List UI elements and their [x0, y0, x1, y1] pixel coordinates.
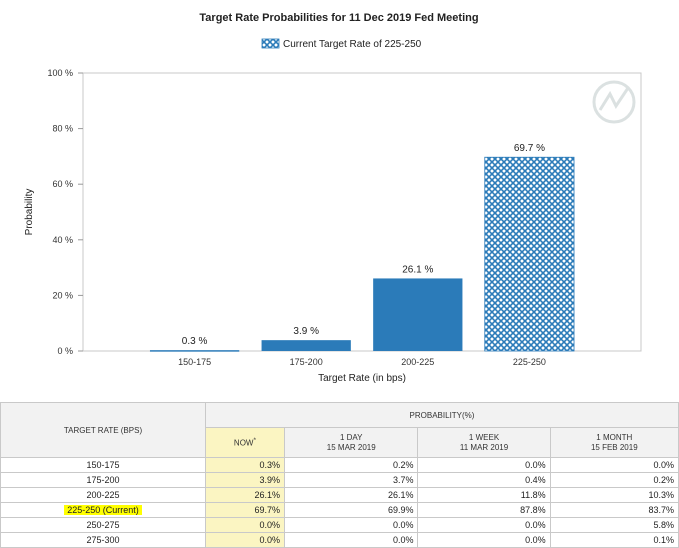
prob-cell-month: 0.0%: [549, 457, 679, 473]
y-tick-label: 60 %: [52, 179, 73, 189]
bar-200-225: [373, 278, 463, 351]
bar-150-175: [149, 350, 240, 352]
bar-chart: Target Rate Probabilities for 11 Dec 201…: [24, 12, 642, 384]
legend-swatch: [261, 38, 280, 49]
prob-cell-now: 69.7%: [205, 502, 285, 518]
probability-header: PROBABILITY(%): [205, 402, 679, 428]
prob-cell-day: 3.7%: [283, 472, 419, 488]
y-tick-label: 100 %: [47, 68, 73, 78]
table-body: 150-175 0.3% 0.2% 0.0% 0.0% 175-200 3.9% 3.7% 0.…: [0, 457, 679, 548]
col-month-header: 1 MONTH 15 FEB 2019: [549, 427, 679, 458]
x-tick-label: 200-225: [401, 357, 434, 367]
rate-label: 175-200: [86, 475, 120, 485]
prob-cell-month: 10.3%: [549, 487, 679, 503]
rate-cell: 225-250 (Current): [0, 502, 206, 518]
prob-cell-now: 0.0%: [205, 517, 285, 533]
prob-cell-now: 3.9%: [205, 472, 285, 488]
bar-225-250: [484, 156, 575, 352]
col-day-header: 1 DAY 15 MAR 2019: [283, 427, 419, 458]
y-axis-label: Probability: [24, 189, 35, 236]
bar-value-label: 0.3 %: [182, 336, 208, 347]
x-tick-label: 225-250: [513, 357, 546, 367]
bar-value-label: 69.7 %: [514, 143, 545, 154]
prob-cell-week: 11.8%: [417, 487, 551, 503]
prob-cell-month: 0.2%: [549, 472, 679, 488]
prob-cell-month: 5.8%: [549, 517, 679, 533]
rate-cell: 150-175: [0, 457, 206, 473]
y-tick-label: 0 %: [57, 346, 73, 356]
rate-label: 200-225: [86, 490, 120, 500]
rate-cell: 275-300: [0, 532, 206, 548]
x-tick-label: 150-175: [178, 357, 211, 367]
y-tick-label: 40 %: [52, 235, 73, 245]
table-row: 150-175 0.3% 0.2% 0.0% 0.0%: [0, 457, 679, 473]
col-week-header: 1 WEEK 11 MAR 2019: [417, 427, 551, 458]
col-week-label: 1 WEEK: [468, 432, 500, 442]
prob-cell-week: 0.0%: [417, 517, 551, 533]
col-day-label: 1 DAY: [339, 432, 363, 442]
table-row: 225-250 (Current) 69.7% 69.9% 87.8% 83.7%: [0, 502, 679, 518]
bar-value-label: 26.1 %: [402, 264, 433, 275]
prob-cell-day: 0.0%: [283, 532, 419, 548]
prob-cell-week: 87.8%: [417, 502, 551, 518]
prob-cell-week: 0.0%: [417, 457, 551, 473]
plot-area: [82, 72, 642, 352]
prob-cell-day: 69.9%: [283, 502, 419, 518]
y-axis: 0 % 20 % 40 % 60 % 80 % 100 %: [47, 68, 83, 356]
col-now-label: NOW: [233, 438, 254, 448]
col-now-header: NOW*: [205, 427, 285, 458]
bar-175-200: [261, 340, 351, 351]
prob-cell-month: 0.1%: [549, 532, 679, 548]
rate-cell: 175-200: [0, 472, 206, 488]
y-tick-label: 20 %: [52, 290, 73, 300]
col-now-marker: *: [253, 437, 257, 445]
x-axis: 150-175 175-200 200-225 225-250: [178, 357, 546, 367]
col-month-label: 1 MONTH: [596, 432, 633, 442]
bar-value-label: 3.9 %: [293, 326, 319, 337]
table-row: 250-275 0.0% 0.0% 0.0% 5.8%: [0, 517, 679, 533]
legend-label: Current Target Rate of 225-250: [283, 39, 422, 50]
col-month-date: 15 FEB 2019: [590, 442, 638, 452]
prob-cell-week: 0.0%: [417, 532, 551, 548]
rate-header: TARGET RATE (BPS): [0, 402, 206, 458]
rate-label: 225-250 (Current): [64, 505, 142, 515]
chart-title: Target Rate Probabilities for 11 Dec 201…: [199, 12, 478, 24]
y-tick-label: 80 %: [52, 124, 73, 134]
bars: 0.3 % 3.9 % 26.1 % 69.7 %: [149, 143, 575, 352]
probability-table: TARGET RATE (BPS) PROBABILITY(%) NOW* 1 …: [0, 402, 679, 548]
prob-cell-now: 0.3%: [205, 457, 285, 473]
prob-cell-week: 0.4%: [417, 472, 551, 488]
rate-cell: 200-225: [0, 487, 206, 503]
prob-cell-now: 26.1%: [205, 487, 285, 503]
prob-cell-month: 83.7%: [549, 502, 679, 518]
rate-label: 250-275: [86, 520, 120, 530]
prob-cell-day: 0.2%: [283, 457, 419, 473]
col-week-date: 11 MAR 2019: [459, 442, 509, 452]
rate-label: 275-300: [86, 535, 120, 545]
prob-cell-now: 0.0%: [205, 532, 285, 548]
x-axis-label: Target Rate (in bps): [318, 373, 406, 384]
table-row: 275-300 0.0% 0.0% 0.0% 0.1%: [0, 532, 679, 548]
rate-cell: 250-275: [0, 517, 206, 533]
rate-label: 150-175: [86, 460, 120, 470]
legend: Current Target Rate of 225-250: [261, 38, 422, 50]
table-row: 200-225 26.1% 26.1% 11.8% 10.3%: [0, 487, 679, 503]
prob-cell-day: 0.0%: [283, 517, 419, 533]
prob-cell-day: 26.1%: [283, 487, 419, 503]
x-tick-label: 175-200: [290, 357, 323, 367]
col-day-date: 15 MAR 2019: [326, 442, 376, 452]
table-row: 175-200 3.9% 3.7% 0.4% 0.2%: [0, 472, 679, 488]
logo-watermark-icon: [592, 80, 636, 124]
